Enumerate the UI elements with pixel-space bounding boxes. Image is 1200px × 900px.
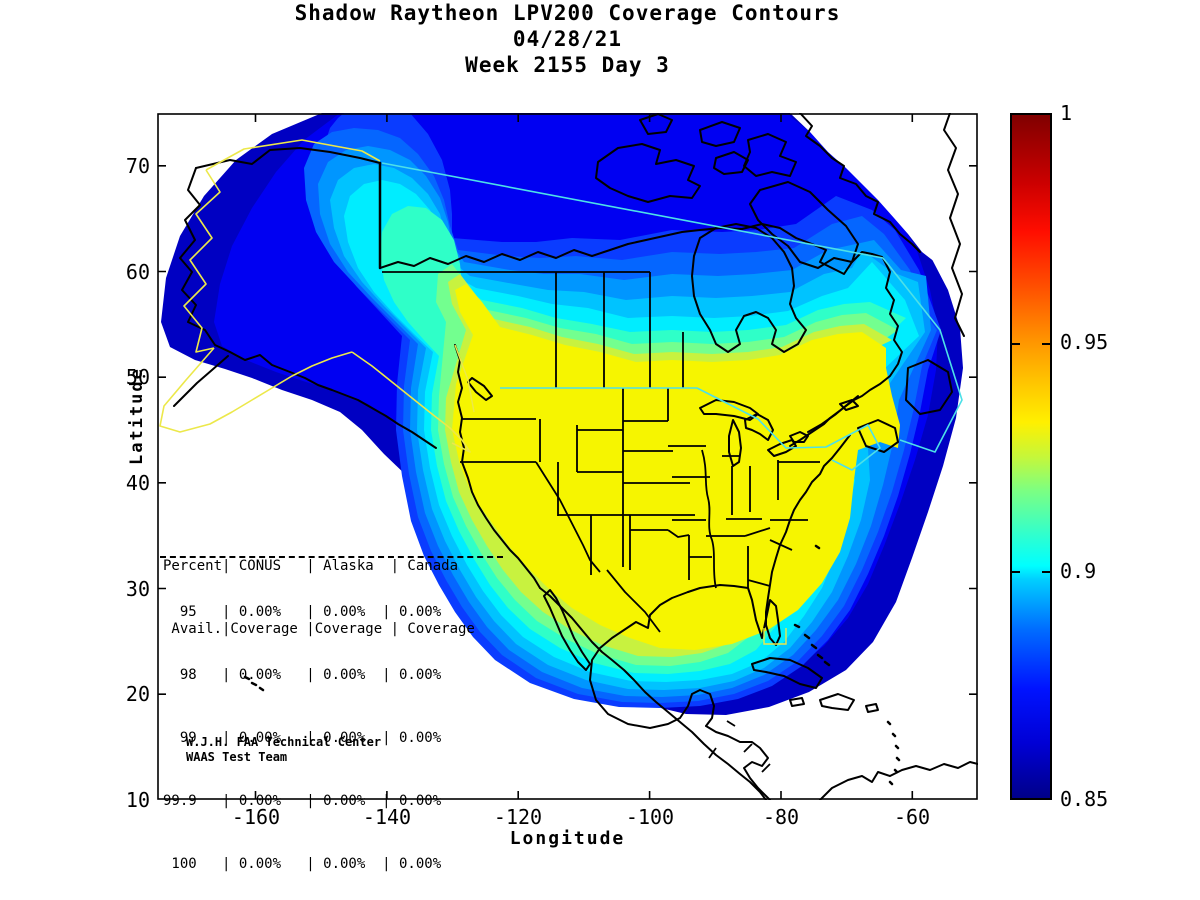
y-tick-10: 10 [125,788,150,812]
table-row-99: 99 | 0.00% | 0.00% | 0.00% [163,730,442,746]
y-tick-30: 30 [125,577,150,601]
chart-title: Shadow Raytheon LPV200 Coverage Contours [294,1,841,25]
jamaica [789,697,805,707]
lesser-antilles [886,720,901,786]
south-america-coast [819,761,978,800]
hudson-strait-coast [741,223,883,275]
y-tick-40: 40 [125,471,150,495]
alaska-north-coast [195,147,381,169]
newfoundland [905,359,953,415]
x-tick--120: -120 [493,805,543,829]
chart-week-day: Week 2155 Day 3 [465,53,670,77]
table-header-row-1: Percent| CONUS | Alaska | Canada [163,558,459,574]
lake-ontario [789,431,809,443]
arctic-island-3 [639,113,673,135]
canada-service-boundary [381,162,963,471]
greenland-east-coast [943,113,965,337]
credit-line-1: W.J.H. FAA Technical Center [186,735,382,749]
colorbar-tick-mark-095-left [1012,342,1020,345]
axis-ticks [158,114,977,799]
colorbar-label-085: 0.85 [1060,787,1109,811]
hispaniola [819,693,855,711]
greenland-coast [799,113,921,253]
us-east-coast [687,434,851,646]
axis-box [157,113,978,800]
arctic-island-4 [713,151,749,175]
alaska-west-coast [179,167,437,449]
x-axis-label: Longitude [509,828,626,849]
availability-table-rows: 95 | 0.00% | 0.00% | 0.00% 98 | 0.00% | … [163,560,441,896]
mexico-west-coast [539,587,767,800]
us-west-coast [454,344,541,589]
colorbar-tick-mark-09-right [1042,571,1050,574]
x-tick--140: -140 [362,805,412,829]
nova-scotia [857,419,899,453]
colorbar [1010,113,1052,800]
colorbar-tick-mark-09-left [1012,571,1020,574]
x-tick--80: -80 [762,805,800,829]
table-row-95: 95 | 0.00% | 0.00% | 0.00% [163,604,442,620]
title-block: Shadow Raytheon LPV200 Coverage Contours… [157,0,978,78]
x-tick--100: -100 [625,805,675,829]
cuba [751,657,823,689]
arctic-island-victoria [595,143,701,203]
arctic-mainland-coast [379,227,743,269]
table-header-row-2: Avail.|Coverage |Coverage | Coverage [163,621,475,637]
availability-table-header: Percent| CONUS | Alaska | Canada Avail.|… [163,514,475,661]
table-row-99.9: 99.9 | 0.00% | 0.00% | 0.00% [163,793,442,809]
alaska-service-boundary [159,139,471,453]
colorbar-tick-mark-095-right [1042,342,1050,345]
colorbar-label-09: 0.9 [1060,559,1097,583]
table-row-100: 100 | 0.00% | 0.00% | 0.00% [163,856,442,872]
y-tick-70: 70 [125,154,150,178]
credit-line-2: WAAS Test Team [186,750,288,764]
province-borders [382,271,684,388]
st-lawrence-river [807,395,859,433]
contour-map [157,113,978,800]
band-0.920 [452,284,900,650]
state-borders [460,388,820,773]
central-america-coast [705,725,771,800]
greenland-fill [790,113,978,286]
aleutian-chain [173,355,229,407]
hudson-bay [691,223,807,353]
table-divider [160,556,503,558]
lake-erie [767,439,797,457]
bahamas [793,623,831,667]
baja-california [543,589,591,671]
table-row-98: 98 | 0.00% | 0.00% | 0.00% [163,667,442,683]
y-tick-50: 50 [125,365,150,389]
bermuda-dot [814,544,821,550]
colorbar-label-095: 0.95 [1060,330,1109,354]
conus-service-boundary [454,344,787,645]
chart-date: 04/28/21 [512,27,623,51]
y-tick-20: 20 [125,682,150,706]
lake-michigan [728,419,742,467]
arctic-island-1 [699,121,741,147]
x-tick--160: -160 [231,805,281,829]
arctic-island-2 [743,133,797,177]
coastlines [173,113,978,800]
colorbar-label-1: 1 [1060,101,1073,125]
y-tick-60: 60 [125,260,150,284]
x-tick--60: -60 [893,805,931,829]
puerto-rico [865,703,879,713]
credit-block: W.J.H. FAA Technical Center WAAS Test Te… [186,735,381,765]
hawaii-islands [243,675,265,692]
gulf-coast [589,591,715,729]
lake-huron [744,413,774,441]
